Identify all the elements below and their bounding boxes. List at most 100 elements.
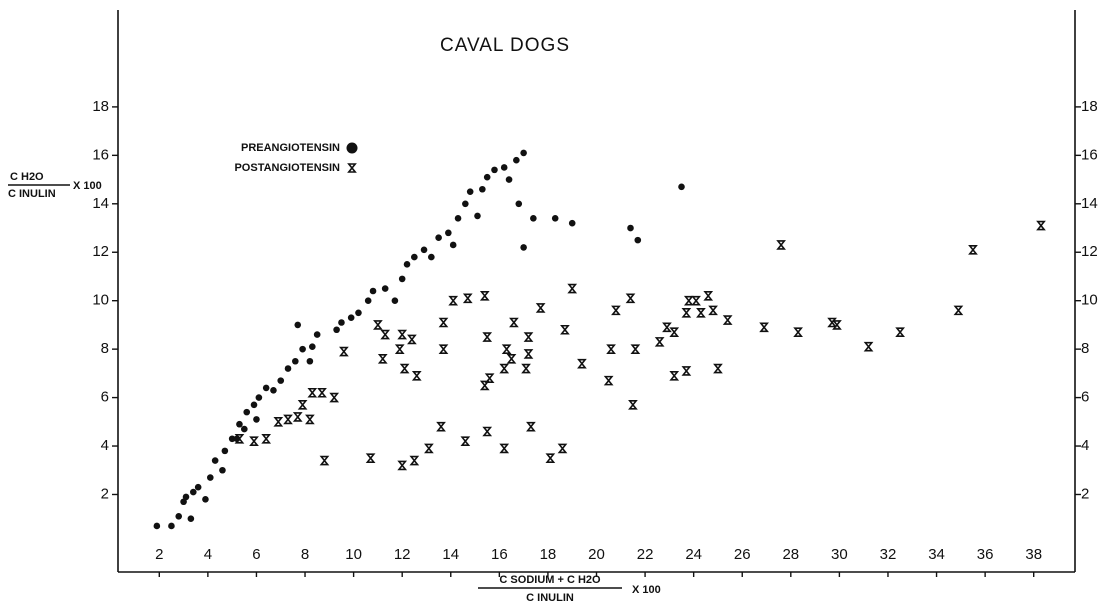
x-label-numerator: C SODIUM + C H2O <box>499 574 601 586</box>
point <box>500 164 508 171</box>
point <box>627 224 634 232</box>
point <box>403 261 411 268</box>
point <box>793 327 803 337</box>
point <box>445 229 452 237</box>
point <box>953 305 964 316</box>
x-tick-label: 32 <box>880 546 897 563</box>
y-tick-label: 4 <box>101 437 109 454</box>
legend-marker <box>346 142 358 154</box>
x-tick-label: 4 <box>204 546 212 563</box>
point <box>182 493 190 501</box>
x-tick-label: 10 <box>345 546 362 563</box>
point <box>523 349 534 359</box>
point <box>202 496 209 503</box>
y-tick-label: 6 <box>101 389 109 406</box>
point <box>521 363 531 374</box>
point <box>491 166 498 174</box>
point <box>479 291 490 301</box>
point <box>364 297 372 304</box>
y2-tick-label: 2 <box>1081 485 1089 502</box>
legend-label: POSTANGIOTENSIN <box>234 162 340 174</box>
x-tick-label: 18 <box>540 546 557 563</box>
point <box>394 344 405 354</box>
y2-tick-label: 18 <box>1081 98 1098 115</box>
point <box>292 412 303 422</box>
x-tick-label: 38 <box>1025 546 1042 563</box>
x-axis-label: C SODIUM + C H2O C INULIN X 100 <box>478 574 661 604</box>
point <box>307 387 318 398</box>
y2-tick-label: 16 <box>1081 146 1098 163</box>
point <box>206 474 214 481</box>
point <box>662 322 672 333</box>
x-tick-label: 8 <box>301 546 309 563</box>
point <box>681 308 692 318</box>
point <box>448 295 459 306</box>
point <box>438 317 449 328</box>
point <box>329 392 340 403</box>
point <box>466 188 474 195</box>
x-tick-label: 22 <box>637 546 654 563</box>
point <box>895 327 905 337</box>
point <box>567 283 578 294</box>
point <box>253 416 260 423</box>
point <box>189 488 197 496</box>
point <box>355 309 362 317</box>
x-tick-label: 34 <box>928 546 945 563</box>
point <box>611 305 621 316</box>
y-label-denominator: C INULIN <box>8 188 56 200</box>
y-label-suffix: X 100 <box>73 180 102 192</box>
point <box>283 414 293 425</box>
series <box>234 220 1046 471</box>
x-tick-label: 12 <box>394 546 411 563</box>
point <box>243 408 251 416</box>
point <box>438 344 449 354</box>
point <box>479 380 490 391</box>
point <box>523 332 534 342</box>
point <box>462 200 469 208</box>
y-tick-label: 8 <box>101 340 109 357</box>
point <box>513 156 520 164</box>
point <box>407 334 417 345</box>
point <box>399 363 410 374</box>
point <box>678 183 685 191</box>
x-tick-label: 26 <box>734 546 751 563</box>
point <box>411 370 422 381</box>
point <box>462 293 473 304</box>
point <box>397 329 408 340</box>
point <box>535 303 546 313</box>
point <box>654 337 665 347</box>
point <box>317 387 327 398</box>
point <box>380 329 391 340</box>
point <box>634 236 642 244</box>
point <box>236 420 243 428</box>
point <box>175 512 183 520</box>
point <box>194 483 202 491</box>
point <box>273 417 284 427</box>
point <box>435 234 442 242</box>
point <box>428 253 435 261</box>
point <box>628 400 638 410</box>
point <box>683 295 694 306</box>
point <box>479 185 486 193</box>
point <box>338 319 345 326</box>
point <box>526 421 536 432</box>
x-label-denominator: C INULIN <box>526 592 574 604</box>
point <box>305 414 315 425</box>
legend-marker <box>347 163 357 173</box>
point <box>299 345 306 353</box>
point <box>234 433 245 444</box>
point <box>499 443 510 454</box>
point <box>391 297 399 304</box>
point <box>606 344 616 354</box>
point <box>520 149 527 157</box>
point <box>261 433 272 444</box>
point <box>551 215 559 222</box>
point <box>373 320 383 330</box>
x-tick-label: 6 <box>252 546 260 563</box>
plot <box>117 10 1076 573</box>
point <box>347 314 355 321</box>
point <box>221 447 229 455</box>
point <box>568 219 576 227</box>
point <box>398 275 406 283</box>
point <box>284 365 292 372</box>
